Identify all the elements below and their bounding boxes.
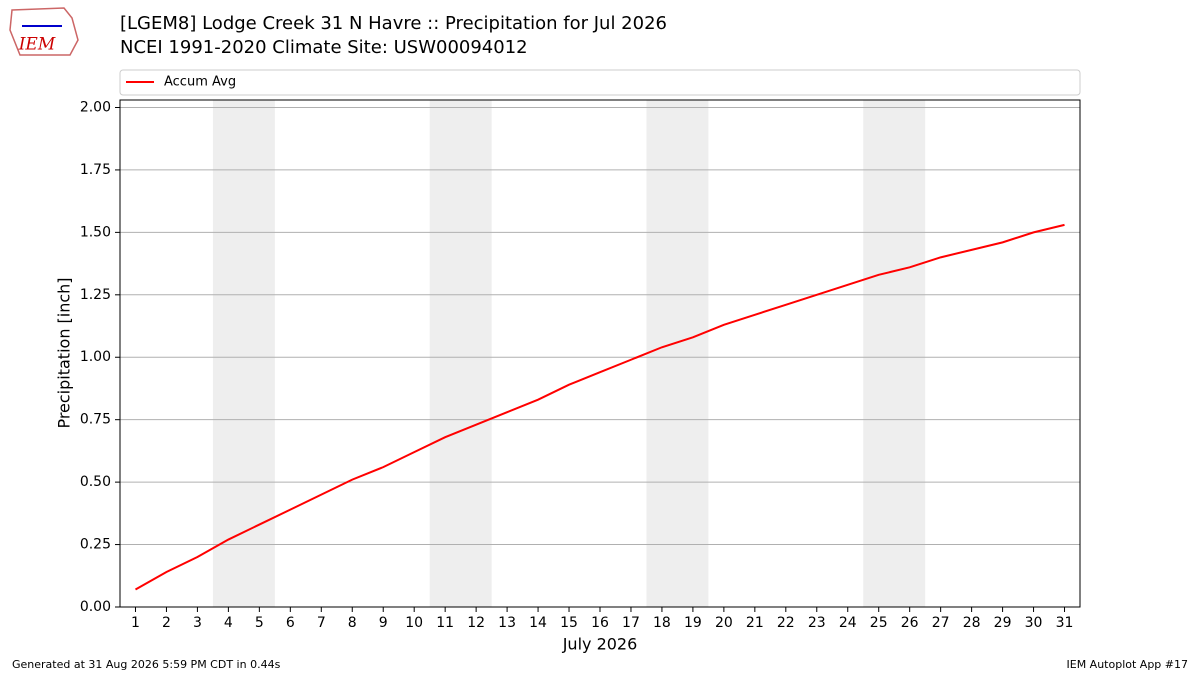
x-tick-label: 14	[529, 615, 547, 631]
x-tick-label: 26	[901, 615, 919, 631]
y-tick-label: 1.25	[80, 287, 111, 303]
x-tick-label: 10	[405, 615, 423, 631]
weekend-shade	[646, 100, 709, 607]
x-tick-label: 1	[131, 615, 140, 631]
legend-label: Accum Avg	[164, 75, 236, 90]
x-tick-label: 21	[746, 615, 764, 631]
y-tick-label: 1.00	[80, 349, 111, 365]
x-tick-label: 13	[498, 615, 516, 631]
x-axis-label: July 2026	[562, 635, 638, 654]
legend-box	[119, 69, 1081, 96]
footer-right: IEM Autoplot App #17	[1067, 658, 1189, 671]
y-tick-label: 2.00	[80, 99, 111, 115]
x-tick-label: 18	[653, 615, 671, 631]
x-tick-label: 19	[684, 615, 702, 631]
x-tick-label: 30	[1025, 615, 1043, 631]
weekend-shade	[429, 100, 492, 607]
x-tick-label: 15	[560, 615, 578, 631]
logo-outline	[9, 7, 79, 56]
footer-left: Generated at 31 Aug 2026 5:59 PM CDT in …	[12, 658, 281, 671]
y-tick-label: 0.00	[80, 599, 111, 615]
y-tick-label: 1.50	[80, 224, 111, 240]
x-tick-label: 7	[317, 615, 326, 631]
chart-title: [LGEM8] Lodge Creek 31 N Havre :: Precip…	[120, 13, 667, 34]
weekend-shade	[212, 100, 275, 607]
x-tick-label: 23	[808, 615, 826, 631]
x-tick-label: 5	[255, 615, 264, 631]
x-tick-label: 25	[870, 615, 888, 631]
x-tick-label: 24	[839, 615, 857, 631]
logo-text: IEM	[18, 35, 56, 55]
y-axis-label: Precipitation [inch]	[55, 277, 74, 428]
x-tick-label: 17	[622, 615, 640, 631]
x-tick-label: 6	[286, 615, 295, 631]
plot-frame	[119, 99, 1081, 608]
x-tick-label: 9	[379, 615, 388, 631]
chart-subtitle: NCEI 1991-2020 Climate Site: USW00094012	[120, 37, 528, 58]
x-tick-label: 27	[932, 615, 950, 631]
weekend-shade	[863, 100, 926, 607]
x-tick-label: 28	[963, 615, 981, 631]
x-tick-label: 29	[994, 615, 1012, 631]
x-tick-label: 11	[436, 615, 454, 631]
x-tick-label: 4	[224, 615, 233, 631]
y-tick-label: 0.25	[80, 537, 111, 553]
x-tick-label: 20	[715, 615, 733, 631]
y-tick-label: 0.50	[80, 474, 111, 490]
x-tick-label: 8	[348, 615, 357, 631]
y-tick-label: 0.75	[80, 412, 111, 428]
x-tick-label: 3	[193, 615, 202, 631]
x-tick-label: 16	[591, 615, 609, 631]
x-tick-label: 2	[162, 615, 171, 631]
x-tick-label: 31	[1056, 615, 1074, 631]
x-tick-label: 12	[467, 615, 485, 631]
y-tick-label: 1.75	[80, 162, 111, 178]
data-line	[134, 223, 1065, 591]
x-tick-label: 22	[777, 615, 795, 631]
logo: IEM	[9, 7, 79, 56]
